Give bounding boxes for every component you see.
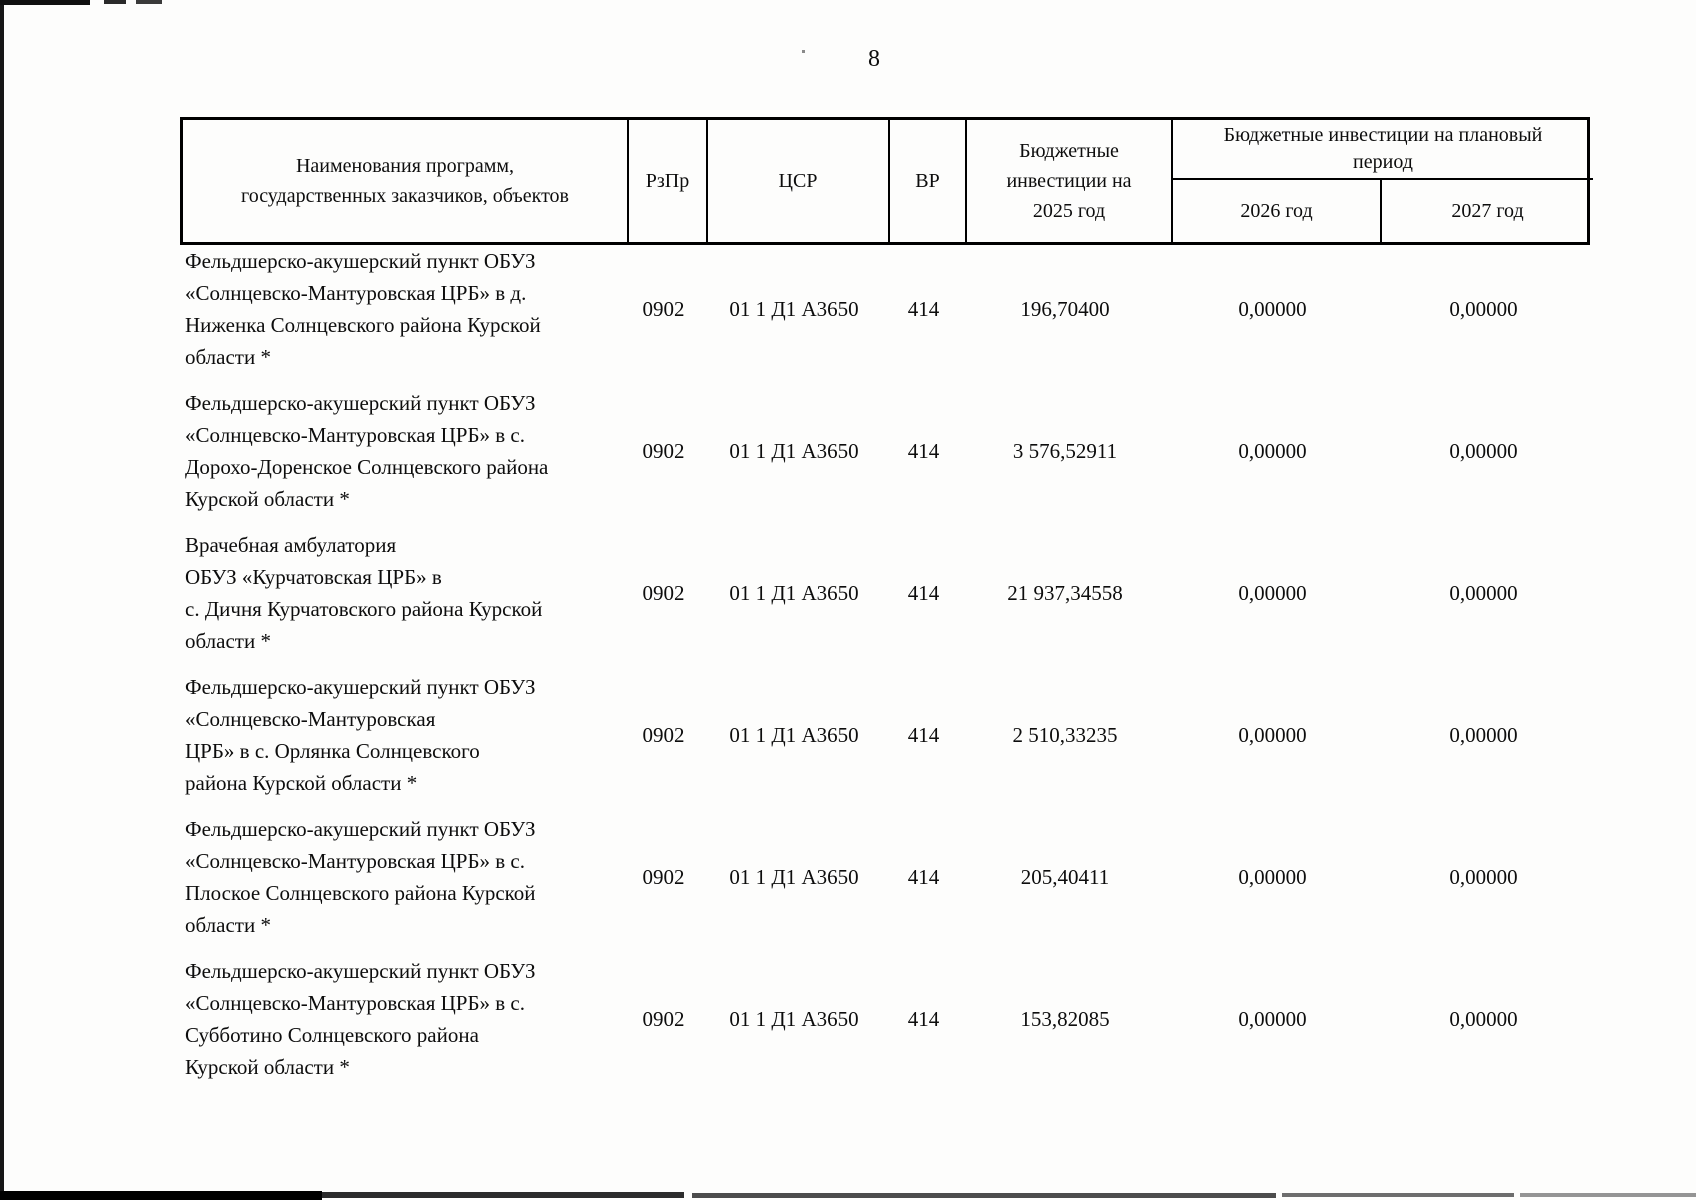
scan-artifact-bottom-bar bbox=[1282, 1193, 1514, 1197]
scan-artifact-bottom-bar bbox=[0, 1191, 322, 1200]
header-csr: ЦСР bbox=[706, 120, 888, 242]
table-row: Фельдшерско-акушерский пункт ОБУЗ «Солнц… bbox=[180, 813, 1590, 941]
header-name: Наименования программ, государственных з… bbox=[240, 155, 570, 207]
row-2025-cell: 2 510,33235 bbox=[1012, 722, 1118, 747]
table-row: Фельдшерско-акушерский пункт ОБУЗ «Солнц… bbox=[180, 245, 1590, 373]
row-rzpr-cell: 0902 bbox=[642, 580, 685, 605]
scan-artifact-bottom-bar bbox=[322, 1192, 684, 1198]
header-2026: 2026 год bbox=[1171, 180, 1380, 242]
table-header: Наименования программ, государственных з… bbox=[180, 117, 1593, 245]
row-vr-cell: 414 bbox=[907, 296, 940, 321]
row-vr-cell: 414 bbox=[907, 722, 940, 747]
scan-artifact-left-edge bbox=[0, 0, 4, 1200]
table-row: Фельдшерско-акушерский пункт ОБУЗ «Солнц… bbox=[180, 387, 1590, 515]
row-name-cell: Фельдшерско-акушерский пункт ОБУЗ «Солнц… bbox=[185, 391, 549, 511]
row-2027-cell: 0,00000 bbox=[1449, 296, 1518, 321]
row-2026-cell: 0,00000 bbox=[1238, 722, 1307, 747]
row-csr-cell: 01 1 Д1 А3650 bbox=[729, 864, 859, 889]
row-2027-cell: 0,00000 bbox=[1449, 438, 1518, 463]
row-name-cell: Фельдшерско-акушерский пункт ОБУЗ «Солнц… bbox=[185, 817, 536, 937]
page-number: 8 bbox=[868, 46, 881, 72]
scan-artifact-bottom-bar bbox=[692, 1193, 1276, 1198]
row-name-cell: Врачебная амбулатория ОБУЗ «Курчатовская… bbox=[185, 533, 543, 653]
row-2026-cell: 0,00000 bbox=[1238, 296, 1307, 321]
table-body: Фельдшерско-акушерский пункт ОБУЗ «Солнц… bbox=[180, 245, 1590, 1083]
header-2025: Бюджетные инвестиции на 2025 год bbox=[965, 120, 1171, 242]
budget-table: Наименования программ, государственных з… bbox=[180, 117, 1593, 1097]
scan-artifact-top-dash bbox=[136, 0, 162, 4]
row-csr-cell: 01 1 Д1 А3650 bbox=[729, 1006, 859, 1031]
row-csr-cell: 01 1 Д1 А3650 bbox=[729, 438, 859, 463]
row-csr-cell: 01 1 Д1 А3650 bbox=[729, 580, 859, 605]
scan-artifact-speck bbox=[802, 50, 805, 53]
row-2027-cell: 0,00000 bbox=[1449, 580, 1518, 605]
table-row: Фельдшерско-акушерский пункт ОБУЗ «Солнц… bbox=[180, 955, 1590, 1083]
row-2026-cell: 0,00000 bbox=[1238, 1006, 1307, 1031]
row-csr-cell: 01 1 Д1 А3650 bbox=[729, 722, 859, 747]
row-name-cell: Фельдшерско-акушерский пункт ОБУЗ «Солнц… bbox=[185, 249, 541, 369]
row-name-cell: Фельдшерско-акушерский пункт ОБУЗ «Солнц… bbox=[185, 959, 536, 1079]
header-planned-period: Бюджетные инвестиции на плановый период bbox=[1171, 120, 1593, 180]
row-vr-cell: 414 bbox=[907, 864, 940, 889]
scan-artifact-bottom-bar bbox=[1520, 1193, 1696, 1197]
row-2027-cell: 0,00000 bbox=[1449, 1006, 1518, 1031]
row-rzpr-cell: 0902 bbox=[642, 722, 685, 747]
row-2025-cell: 205,40411 bbox=[1020, 864, 1110, 889]
header-2027: 2027 год bbox=[1380, 180, 1593, 242]
row-name-cell: Фельдшерско-акушерский пункт ОБУЗ «Солнц… bbox=[185, 675, 536, 795]
row-2026-cell: 0,00000 bbox=[1238, 438, 1307, 463]
row-2027-cell: 0,00000 bbox=[1449, 864, 1518, 889]
row-2025-cell: 153,82085 bbox=[1020, 1006, 1110, 1031]
row-vr-cell: 414 bbox=[907, 438, 940, 463]
row-2025-cell: 3 576,52911 bbox=[1012, 438, 1118, 463]
row-2027-cell: 0,00000 bbox=[1449, 722, 1518, 747]
scan-artifact-top-bar bbox=[0, 0, 90, 5]
row-csr-cell: 01 1 Д1 А3650 bbox=[729, 296, 859, 321]
header-vr: ВР bbox=[888, 120, 965, 242]
row-2025-cell: 196,70400 bbox=[1020, 296, 1110, 321]
row-2026-cell: 0,00000 bbox=[1238, 864, 1307, 889]
row-rzpr-cell: 0902 bbox=[642, 864, 685, 889]
table-row: Врачебная амбулатория ОБУЗ «Курчатовская… bbox=[180, 529, 1590, 657]
row-vr-cell: 414 bbox=[907, 580, 940, 605]
row-2025-cell: 21 937,34558 bbox=[1007, 580, 1123, 605]
table-row: Фельдшерско-акушерский пункт ОБУЗ «Солнц… bbox=[180, 671, 1590, 799]
row-2026-cell: 0,00000 bbox=[1238, 580, 1307, 605]
header-rzpr: РзПр bbox=[627, 120, 706, 242]
row-rzpr-cell: 0902 bbox=[642, 296, 685, 321]
row-vr-cell: 414 bbox=[907, 1006, 940, 1031]
scan-artifact-top-dash bbox=[104, 0, 126, 4]
row-rzpr-cell: 0902 bbox=[642, 438, 685, 463]
row-rzpr-cell: 0902 bbox=[642, 1006, 685, 1031]
